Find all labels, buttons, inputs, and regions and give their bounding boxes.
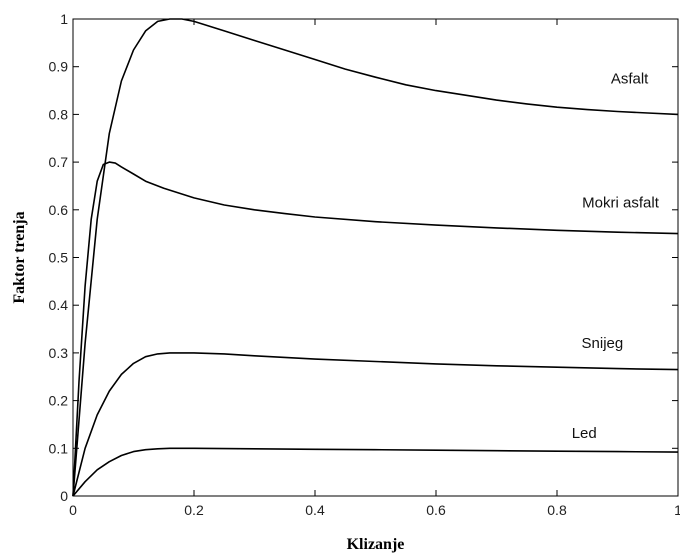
x-tick-label: 1 [674,502,680,518]
y-tick-label: 1 [60,11,68,27]
x-tick-label: 0.6 [426,502,446,518]
y-tick-label: 0.8 [49,106,69,122]
series-labels: Asfalt Mokri asfalt Snijeg Led [572,70,660,441]
y-tick-label: 0.9 [49,59,69,75]
plot-area [72,18,679,497]
y-tick-label: 0 [60,488,68,504]
y-tick-label: 0.4 [49,297,69,313]
x-tick-label: 0.4 [305,502,325,518]
series-line-led [72,447,679,497]
series-label-led: Led [572,425,597,442]
y-tick-label: 0.7 [49,154,69,170]
series-line-snijeg [72,352,679,497]
series-label-mokri-asfalt: Mokri asfalt [582,194,660,211]
y-tick-label: 0.6 [49,202,69,218]
y-axis-title: Faktor trenja [11,211,28,303]
x-tick-label: 0.8 [547,502,567,518]
series-line-asfalt [72,18,679,497]
series-line-mokri-asfalt [72,161,679,497]
series-label-snijeg: Snijeg [582,335,624,352]
x-axis-title: Klizanje [347,536,405,553]
series-label-asfalt: Asfalt [611,70,649,87]
y-tick-label: 0.5 [49,250,69,266]
x-tick-label: 0 [69,502,77,518]
x-tick-label: 0.2 [184,502,204,518]
y-tick-label: 0.3 [49,345,69,361]
tick-labels: 0 0.2 0.4 0.6 0.8 1 0 0.1 0.2 0.3 0.4 0.5 0.6 0.7 0.8 0… [49,11,680,518]
y-tick-label: 0.2 [49,393,69,409]
y-tick-label: 0.1 [49,440,69,456]
series-lines [72,18,679,497]
